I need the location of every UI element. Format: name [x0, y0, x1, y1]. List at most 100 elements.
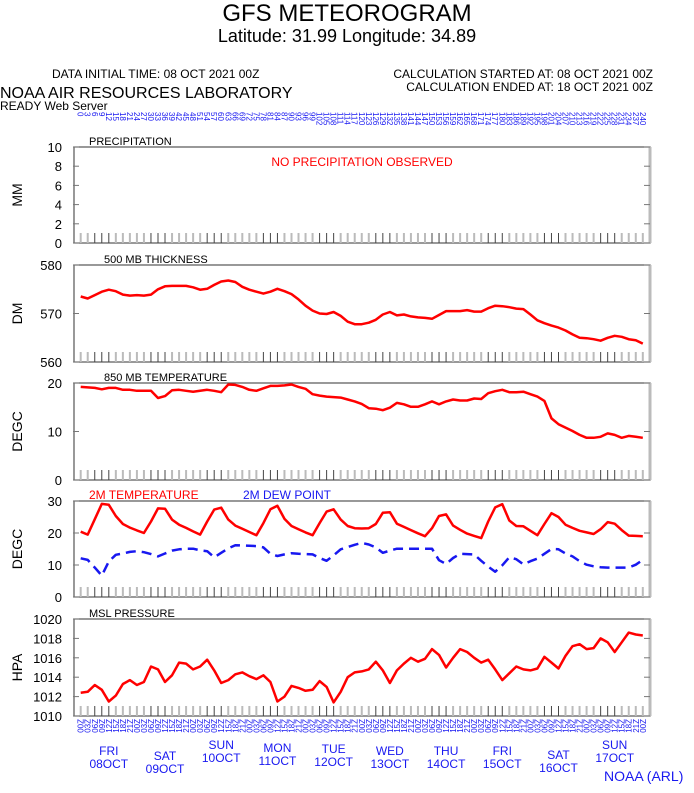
hour-of-day-label: 09Z: [435, 719, 444, 733]
y-tick-label: 8: [55, 159, 62, 174]
forecast-hour-label: 33: [153, 112, 162, 121]
forecast-hour-label: 39: [167, 112, 176, 121]
forecast-hour-label: 87: [279, 112, 288, 121]
forecast-hour-label: 153: [434, 112, 443, 126]
hour-of-day-label: 09Z: [323, 719, 332, 733]
forecast-hour-label: 45: [181, 112, 190, 121]
hour-of-day-label: 00Z: [189, 719, 198, 733]
panel-2: 0 10 20 DEGC 850 MB TEMPERATURE: [9, 372, 652, 488]
y-tick-label: 10: [48, 558, 62, 573]
forecast-hour-label: 60: [216, 112, 225, 121]
hour-of-day-label: 18Z: [344, 719, 353, 733]
y-axis-label: HPA: [9, 653, 25, 681]
series-line: [80, 383, 643, 440]
hour-of-day-label: 15Z: [224, 719, 233, 733]
panel-annotation: NO PRECIPITATION OBSERVED: [271, 155, 453, 169]
legend-entry: 2M TEMPERATURE: [89, 488, 199, 502]
forecast-hour-label: 9: [97, 112, 106, 117]
forecast-hour-label: 216: [582, 112, 591, 126]
hour-of-day-label: 21Z: [632, 719, 641, 733]
hour-of-day-label: 21Z: [351, 719, 360, 733]
forecast-hour-label: 240: [638, 112, 647, 126]
y-tick-label: 10: [48, 140, 62, 155]
hour-of-day-label: 18Z: [512, 719, 521, 733]
forecast-hour-label: 51: [195, 112, 204, 121]
day-date: 10OCT: [202, 751, 241, 765]
day-name: WED: [376, 744, 404, 758]
forecast-hour-label: 237: [631, 112, 640, 126]
forecast-hour-label: 3: [83, 112, 92, 117]
hour-of-day-label: 15Z: [618, 719, 627, 733]
hour-of-day-label: 15Z: [168, 719, 177, 733]
organization: NOAA AIR RESOURCES LABORATORY: [0, 85, 293, 102]
hour-of-day-label: 12Z: [217, 719, 226, 733]
hour-of-day-label: 03Z: [590, 719, 599, 733]
forecast-hour-label: 171: [476, 112, 485, 126]
hour-of-day-label: 15Z: [505, 719, 514, 733]
forecast-hour-label: 81: [265, 112, 274, 121]
day-name: SAT: [547, 748, 570, 762]
y-tick-label: 1020: [33, 612, 62, 627]
hour-of-day-label: 03Z: [477, 719, 486, 733]
hour-of-day-label: 21Z: [407, 719, 416, 733]
panel-0: 0 2 4 6 8 10 MM PRECIPITATION NO PRECIPITATION O…: [9, 136, 652, 251]
hour-of-day-label: 09Z: [547, 719, 556, 733]
panel-title: 850 MB TEMPERATURE: [104, 372, 227, 384]
hour-of-day-label: 12Z: [442, 719, 451, 733]
hour-of-day-label: 15Z: [393, 719, 402, 733]
day-name: MON: [263, 741, 291, 755]
forecast-hour-label: 135: [392, 112, 401, 126]
day-date: 15OCT: [483, 757, 522, 771]
hour-of-day-label: 12Z: [273, 719, 282, 733]
panel-1: 560 570 580 DM 500 MB THICKNESS: [9, 254, 652, 370]
hour-of-day-label: 06Z: [316, 719, 325, 733]
forecast-hour-label: 15: [111, 112, 120, 121]
forecast-hour-label: 189: [518, 112, 527, 126]
forecast-hour-label: 129: [378, 112, 387, 126]
day-name: SAT: [154, 749, 177, 763]
y-tick-label: 10: [48, 425, 62, 440]
y-tick-label: 30: [48, 494, 62, 509]
hour-of-day-label: 12Z: [611, 719, 620, 733]
day-name: FRI: [99, 744, 118, 758]
panel-title: 500 MB THICKNESS: [104, 254, 208, 266]
forecast-hour-label: 198: [539, 112, 548, 126]
hour-of-day-label: 18Z: [175, 719, 184, 733]
y-tick-label: 0: [55, 236, 62, 251]
y-tick-label: 6: [55, 178, 62, 193]
forecast-hour-label: 150: [427, 112, 436, 126]
hour-of-day-label: 21Z: [295, 719, 304, 733]
forecast-hour-label: 102: [315, 112, 324, 126]
forecast-hour-label: 195: [532, 112, 541, 126]
day-name: SUN: [602, 738, 627, 752]
forecast-hour-label: 21: [125, 112, 134, 121]
hour-of-day-label: 06Z: [597, 719, 606, 733]
hour-of-day-label: 21Z: [182, 719, 191, 733]
forecast-hour-label: 231: [617, 112, 626, 126]
day-date: 08OCT: [89, 757, 128, 771]
hour-of-day-label: 03Z: [533, 719, 542, 733]
forecast-hour-label: 111: [336, 112, 345, 125]
forecast-hour-label: 108: [329, 112, 338, 126]
hour-of-day-label: 12Z: [554, 719, 563, 733]
hour-of-day-label: 00Z: [77, 719, 86, 733]
series-line: [80, 631, 643, 704]
forecast-hour-label: 30: [146, 112, 155, 121]
server: READY Web Server: [0, 99, 108, 113]
forecast-hour-label: 141: [406, 112, 415, 126]
hour-of-day-label: 15Z: [337, 719, 346, 733]
hour-of-day-label: 03Z: [84, 719, 93, 733]
hour-of-day-label: 18Z: [625, 719, 634, 733]
day-date: 14OCT: [427, 757, 466, 771]
y-tick-label: 570: [40, 307, 62, 322]
forecast-hour-label: 192: [525, 112, 534, 126]
y-tick-label: 1016: [33, 651, 62, 666]
forecast-hour-label: 228: [610, 112, 619, 126]
hour-of-day-label: 03Z: [252, 719, 261, 733]
location: Latitude: 31.99 Longitude: 34.89: [218, 26, 476, 46]
